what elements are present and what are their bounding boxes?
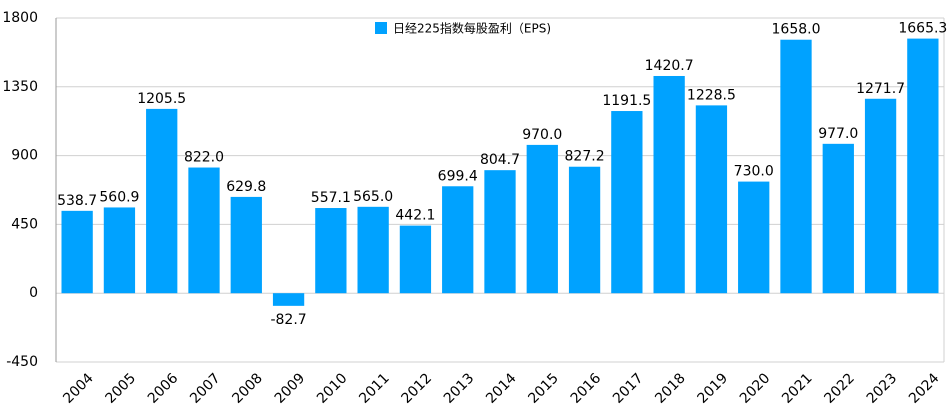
bar <box>822 143 854 294</box>
bar <box>526 144 558 294</box>
y-tick-label: -450 <box>6 354 38 370</box>
bar <box>315 208 347 294</box>
value-label: 538.7 <box>57 193 97 209</box>
x-tick-label: 2024 <box>906 370 943 407</box>
bar <box>695 105 728 294</box>
value-label: 629.8 <box>226 179 266 195</box>
bar <box>399 225 432 294</box>
value-label: 1271.7 <box>856 81 905 97</box>
value-label: 977.0 <box>818 126 858 142</box>
x-tick-label: 2021 <box>779 370 816 407</box>
x-tick-label: 2014 <box>483 370 520 407</box>
bar <box>61 210 93 294</box>
value-label: 1205.5 <box>137 91 186 107</box>
x-tick-label: 2008 <box>229 370 266 407</box>
y-tick-label: 900 <box>11 148 38 164</box>
value-label: 1665.3 <box>898 21 947 37</box>
value-label: 1658.0 <box>772 22 821 38</box>
value-label: 1228.5 <box>687 87 736 103</box>
x-tick-label: 2019 <box>695 370 732 407</box>
value-label: 970.0 <box>522 127 562 143</box>
bar <box>738 181 770 294</box>
x-tick-label: 2006 <box>145 370 182 407</box>
value-label: 560.9 <box>99 189 139 205</box>
x-tick-label: 2013 <box>441 370 478 407</box>
value-label: -82.7 <box>270 312 306 328</box>
bar <box>484 170 516 294</box>
value-label: 1420.7 <box>645 58 694 74</box>
x-tick-label: 2005 <box>103 370 140 407</box>
x-tick-label: 2015 <box>525 370 562 407</box>
bar <box>568 166 601 294</box>
bar <box>611 111 643 294</box>
legend-label: 日经225指数每股盈利（EPS) <box>393 21 551 36</box>
value-label: 565.0 <box>353 189 393 205</box>
x-tick-label: 2022 <box>821 370 858 407</box>
bar <box>780 39 812 294</box>
y-tick-label: 1350 <box>2 79 38 95</box>
bar <box>188 167 220 294</box>
bar <box>653 75 685 294</box>
bar <box>864 98 897 294</box>
x-tick-label: 2017 <box>610 370 647 407</box>
value-label: 804.7 <box>480 152 520 168</box>
bar <box>146 108 178 294</box>
x-tick-label: 2010 <box>314 370 351 407</box>
x-tick-label: 2020 <box>737 370 774 407</box>
plot: -450 0 450 900 1350 1800 2004 538.7 2005 560.9 200… <box>2 10 947 407</box>
x-tick-label: 2012 <box>399 370 436 407</box>
bar <box>230 196 262 294</box>
bar <box>357 206 389 294</box>
value-label: 442.1 <box>395 208 435 224</box>
x-tick-label: 2011 <box>356 370 393 407</box>
value-label: 730.0 <box>734 164 774 180</box>
x-tick-label: 2007 <box>187 370 224 407</box>
value-label: 699.4 <box>438 168 478 184</box>
x-tick-label: 2004 <box>60 370 97 407</box>
value-label: 827.2 <box>565 149 605 165</box>
y-tick-label: 1800 <box>2 10 38 26</box>
y-tick-label: 450 <box>11 216 38 232</box>
bar <box>442 186 474 294</box>
bar <box>272 293 305 306</box>
bar <box>103 207 136 294</box>
x-tick-label: 2016 <box>568 370 605 407</box>
bar <box>907 38 939 294</box>
x-tick-label: 2009 <box>272 370 309 407</box>
value-label: 822.0 <box>184 150 224 166</box>
x-tick-label: 2023 <box>864 370 901 407</box>
value-label: 557.1 <box>311 190 351 206</box>
y-tick-label: 0 <box>29 285 38 301</box>
legend-swatch <box>375 22 387 34</box>
x-tick-label: 2018 <box>652 370 689 407</box>
value-label: 1191.5 <box>602 93 651 109</box>
